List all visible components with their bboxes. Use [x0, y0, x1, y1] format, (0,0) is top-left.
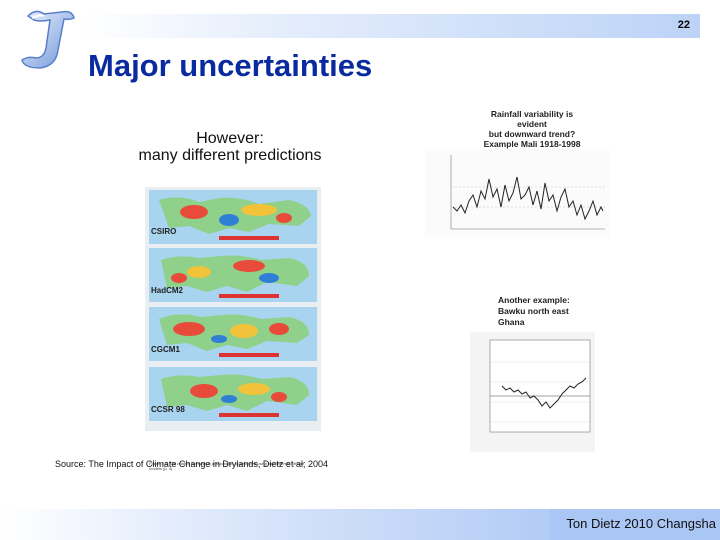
map-label-hadcm2: HadCM2 — [151, 286, 184, 295]
map-label-csiro: CSIRO — [151, 227, 177, 236]
slide-number: 22 — [677, 19, 690, 31]
bawku-caption: Another example: Bawku north east Ghana — [498, 295, 593, 328]
maps-caption-line1: However: — [196, 130, 264, 147]
bawku-rainfall-chart — [470, 332, 595, 452]
map-ccsr98 — [149, 367, 317, 421]
slide-title: Major uncertainties — [88, 48, 373, 83]
header-bar: 22 — [82, 14, 700, 38]
footer-box: Ton Dietz 2010 Changsha — [550, 509, 720, 540]
map-csiro — [149, 190, 317, 244]
precipitation-maps: CSIRO HadCM2 CGCM1 — [145, 187, 321, 471]
map-label-cgcm1: CGCM1 — [151, 345, 180, 354]
logo-icon — [21, 10, 75, 69]
bawku-caption-line2: Bawku north east Ghana — [498, 306, 569, 327]
bawku-caption-line1: Another example: — [498, 295, 570, 305]
map-cgcm1 — [149, 307, 317, 361]
mali-caption-line2: but downward trend? — [488, 129, 576, 139]
map-label-ccsr98: CCSR 98 — [151, 405, 185, 414]
mali-caption-line3: Example Mali 1918-1998 — [483, 139, 581, 149]
mali-rainfall-chart — [425, 149, 610, 237]
mali-caption-line1: Rainfall variability is evident — [490, 109, 574, 129]
footer-text: Ton Dietz 2010 Changsha — [566, 516, 716, 531]
source-citation: Source: The Impact of Climate Change in … — [55, 459, 328, 469]
footer-bar: Ton Dietz 2010 Changsha — [0, 509, 720, 540]
mali-rainfall-figure: Rainfall variability is evident but down… — [425, 105, 610, 237]
maps-figure-caption: Figure 4.4. The relative increase in pre… — [149, 461, 305, 471]
mali-caption: Rainfall variability is evident but down… — [477, 109, 587, 149]
bawku-rainfall-figure: Another example: Bawku north east Ghana — [470, 295, 595, 455]
model-maps-panel: However: many different predictions CSIR… — [125, 130, 335, 471]
map-hadcm2 — [149, 248, 317, 302]
maps-caption-line2: many different predictions — [138, 147, 322, 164]
